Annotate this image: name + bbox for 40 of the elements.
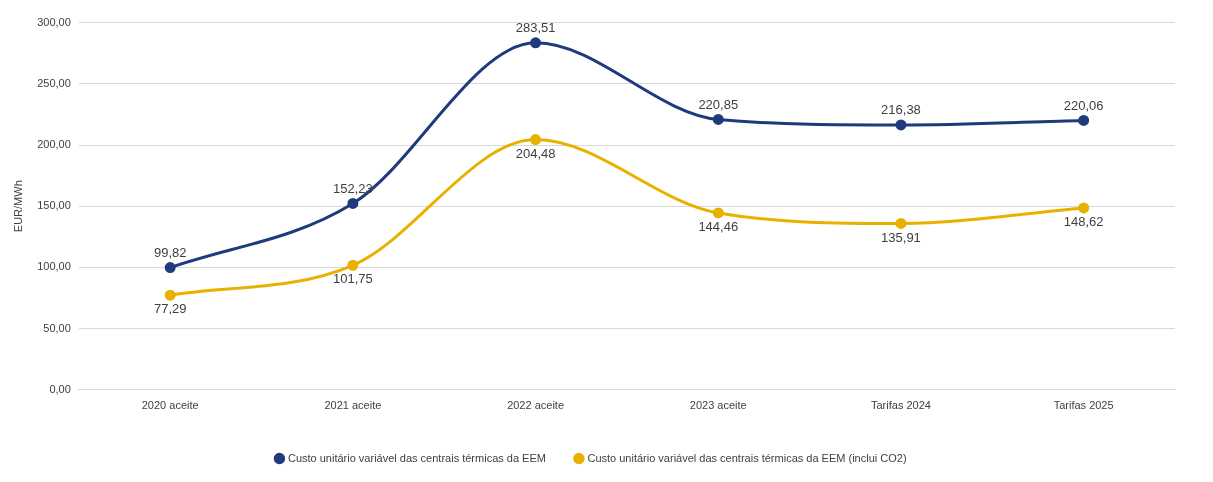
- x-tick-label: 2020 aceite: [141, 399, 199, 412]
- point: [1078, 114, 1090, 126]
- data-label: 220,06: [1063, 97, 1104, 113]
- x-tick-label: Tarifas 2025: [1053, 399, 1114, 412]
- y-tick-label: 150,00: [37, 199, 71, 212]
- point: [347, 197, 359, 209]
- y-tick-label: 0,00: [49, 382, 71, 395]
- data-label: 148,62: [1063, 213, 1104, 229]
- point: [530, 134, 542, 146]
- y-tick-label: 50,00: [43, 321, 71, 334]
- data-label: 101,75: [333, 271, 373, 287]
- y-tick-label: 200,00: [37, 138, 71, 151]
- point: [164, 289, 176, 301]
- x-tick-label: 2022 aceite: [507, 399, 565, 412]
- y-tick-label: 250,00: [37, 76, 71, 89]
- data-label: 216,38: [881, 102, 921, 118]
- data-label: 220,85: [698, 96, 739, 112]
- data-label: 283,51: [515, 19, 556, 35]
- point: [347, 259, 359, 271]
- point: [712, 207, 724, 219]
- point: [895, 217, 907, 229]
- point: [1078, 202, 1090, 214]
- data-label: 144,46: [698, 219, 739, 235]
- x-tick-label: Tarifas 2024: [870, 399, 931, 412]
- x-tick-label: 2023 aceite: [689, 399, 747, 412]
- point: [530, 37, 542, 49]
- data-label: 135,91: [881, 229, 921, 245]
- x-tick-label: 2021 aceite: [324, 399, 382, 412]
- data-label: 204,48: [515, 145, 556, 161]
- point: [895, 119, 907, 131]
- legend-label: Custo unitário variável das centrais térmicas da EEM: [287, 451, 546, 464]
- data-label: 152,23: [333, 180, 373, 196]
- data-label: 99,82: [153, 244, 187, 260]
- data-label: 77,29: [153, 301, 187, 317]
- y-tick-label: 300,00: [37, 15, 71, 28]
- y-axis-title: EUR/MWh: [11, 180, 24, 233]
- legend-label: Custo unitário variável das centrais térmicas da EEM (inclui CO2): [587, 451, 907, 464]
- point: [164, 262, 176, 274]
- y-tick-label: 100,00: [37, 260, 71, 273]
- point: [712, 113, 724, 125]
